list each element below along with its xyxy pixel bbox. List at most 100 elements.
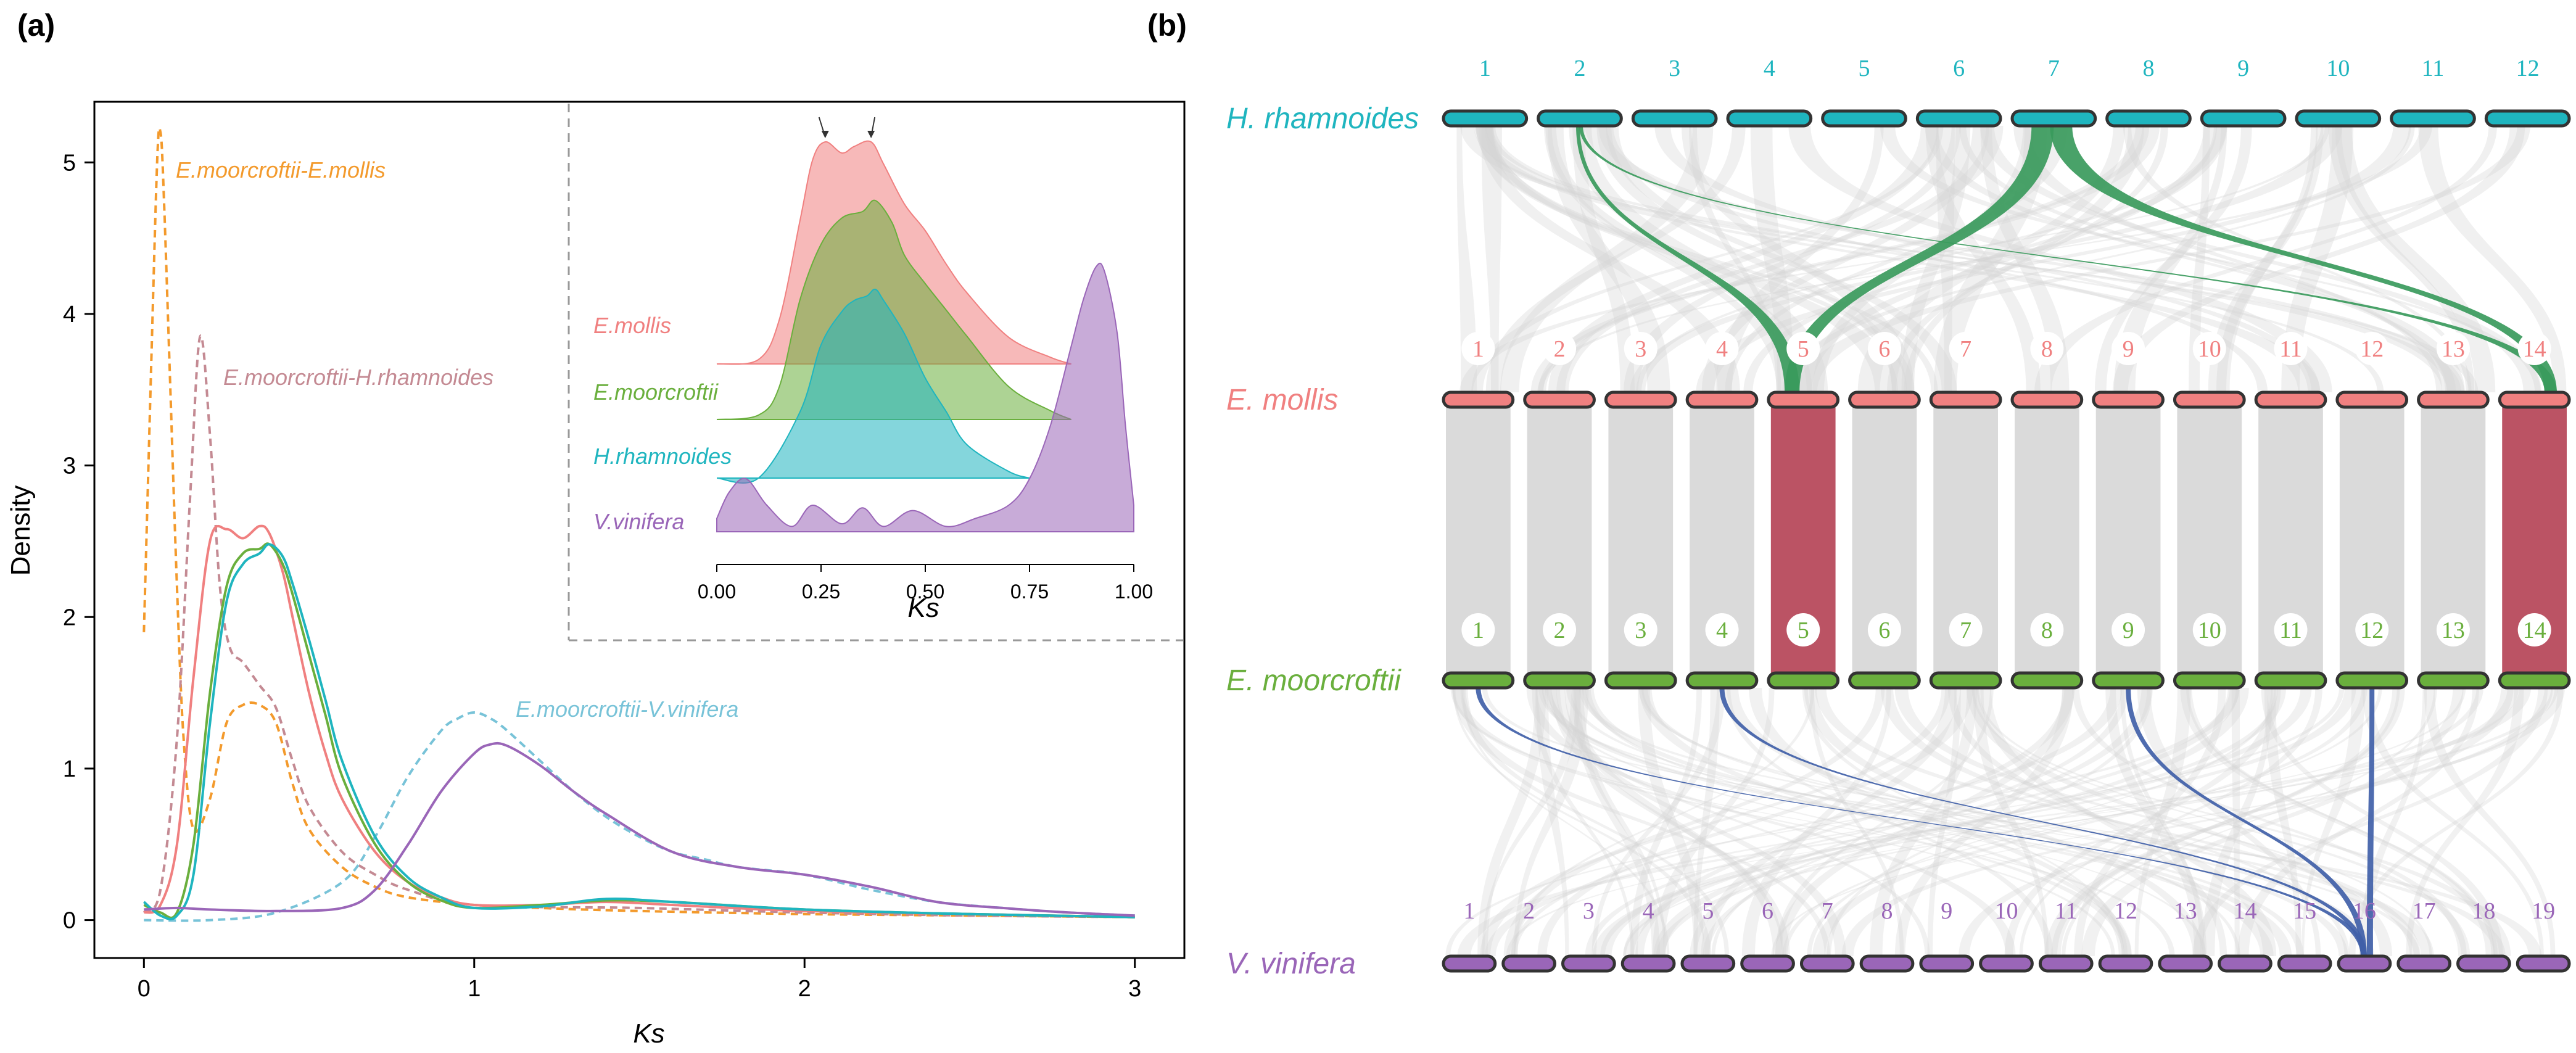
synteny-ribbon-grey [1461,688,1670,956]
synteny-ribbon-grey [2359,688,2427,956]
synteny-ribbon-grey [1654,126,2321,392]
chromosome-bar [1848,671,1921,690]
synteny-ribbon-grey [1478,126,1740,392]
synteny-ribbon-grey [2062,688,2437,956]
chromosome-bar [2417,390,2490,409]
synteny-ribbon-grey [2328,126,2475,392]
y-tick-label: 4 [63,302,76,328]
synteny-block-grey [2258,407,2323,673]
chromosome-bar [1537,109,1623,128]
synteny-ribbon-grey [1574,688,1667,956]
chromosome-bar [2484,109,2571,128]
synteny-ribbon-grey [1474,126,2384,392]
chromosome-number-badge [2274,332,2308,365]
chromosome-number: 2 [1554,617,1566,643]
chromosome-number: 11 [2055,898,2078,924]
chromosome-number-badge [1786,613,1820,646]
synteny-ribbon-grey [1485,126,2462,392]
synteny-ribbon-grey [1542,688,2274,956]
chromosome-bar [1726,109,1813,128]
synteny-ribbon-grey [2044,688,2405,956]
synteny-ribbon-grey [1569,126,1828,392]
species-labels: H. rhamnoides E. mollis E. moorcroftii V. v… [1226,102,1419,980]
x-tick-label: 1 [468,976,481,1002]
synteny-ribbon-grey [1701,688,1957,956]
chromosome-number-badge [2112,613,2145,646]
synteny-ribbon-grey [1925,126,2041,392]
synteny-ribbon-grey [1503,688,1885,956]
synteny-ribbon-grey [1471,126,1944,392]
chromosome-number: 3 [1635,617,1646,643]
y-tick-label: 2 [63,605,76,630]
synteny-ribbon-grey [2261,688,2503,956]
main-axis-ticks: 0 1 2 3 0 1 2 3 4 5 [63,150,1141,1002]
chromosome-number: 12 [2516,56,2540,81]
chromosome-number: 7 [2048,56,2060,81]
synteny-ribbon-grey [1460,688,1730,956]
inset-chart: 0.00 0.25 0.50 0.75 1.00 Ks E.mollis E.moorcr… [568,104,1183,642]
chromosome-bar [1442,671,1515,690]
synteny-ribbon-grey [2004,688,2281,956]
chromosome-bar [2200,109,2287,128]
synteny-ribbon-grey [1980,688,2227,956]
chromosome-number-badge [2030,613,2064,646]
synteny-ribbon-grey [1482,688,2542,956]
synteny-ribbon-grey [1894,688,2074,956]
synteny-ribbon-grey [2013,126,2443,392]
chromosome-bar [1767,671,1840,690]
series-line-e-moorcroftii-h-rhamnoides [142,334,1135,919]
synteny-ribbon-grey [1639,688,2132,956]
synteny-ribbon-grey [1973,688,2049,956]
synteny-ribbon-grey [1635,688,2075,956]
synteny-ribbon-grey [1749,688,2128,956]
synteny-ribbon-grey [1827,688,2153,956]
chromosome-bar [1631,109,1718,128]
species-label: V. vinifera [1226,948,1356,980]
chromosome-number: 6 [1953,56,1965,81]
synteny-ribbon-grey [2105,688,2207,956]
inset-x-axis-title: Ks [907,593,939,623]
synteny-ribbon-grey [1788,126,2332,392]
synteny-ribbon-grey [2237,688,2479,956]
inset-x-tick-label: 1.00 [1115,580,1153,603]
chromosome-number-badge [2355,332,2389,365]
chromosome-bar [1561,954,1616,973]
synteny-ribbon-grey [1701,126,1989,392]
chromosome-number: 11 [2279,336,2302,362]
synteny-ribbon-grey [1450,688,2175,956]
synteny-ribbon-grey [2301,688,2365,956]
synteny-ribbon-grey [1741,688,1892,956]
highlighted-synteny-links [1476,126,2567,956]
chromosome-bar [1523,671,1596,690]
chromosome-bar [2498,390,2571,409]
synteny-block-grey [2421,407,2486,673]
ridge-h-rhamnoides [716,288,1030,484]
synteny-ribbon-grey [1556,126,2004,392]
chromosome-bar [2277,954,2332,973]
synteny-ribbon-grey [1536,688,1569,956]
chromosome-number: 8 [2041,336,2053,362]
synteny-ribbon-grey [1592,688,2466,956]
synteny-block-grey [1933,407,1998,673]
synteny-ribbon-grey [2074,688,2226,956]
chromosome-bar [2295,109,2382,128]
synteny-ribbon-grey [2094,126,2252,392]
chromosome-number-badge [2436,332,2470,365]
chromosome-number: 15 [2293,898,2316,924]
chromosome-number: 2 [1554,336,1566,362]
inset-label: E.moorcroftii [593,379,719,405]
chromosome-number: 9 [2237,56,2249,81]
inset-x-tick-label: 0.25 [802,580,840,603]
chromosome-number: 10 [2198,336,2221,362]
chromosome-bar [1979,954,2034,973]
synteny-ribbon-grey [1743,126,2227,392]
chromosome-number: 1 [1463,898,1475,924]
synteny-ribbon-grey [1459,126,2330,392]
synteny-ribbon-grey [1638,688,2434,956]
chromosome-number-badge [2112,332,2145,365]
synteny-ribbon-grey [1485,126,1899,392]
chromosome-number: 7 [1960,336,1971,362]
chromosome-number-badge [1949,613,1983,646]
synteny-ribbon-grey [1556,688,1846,956]
synteny-ribbon-grey [1511,688,1815,956]
